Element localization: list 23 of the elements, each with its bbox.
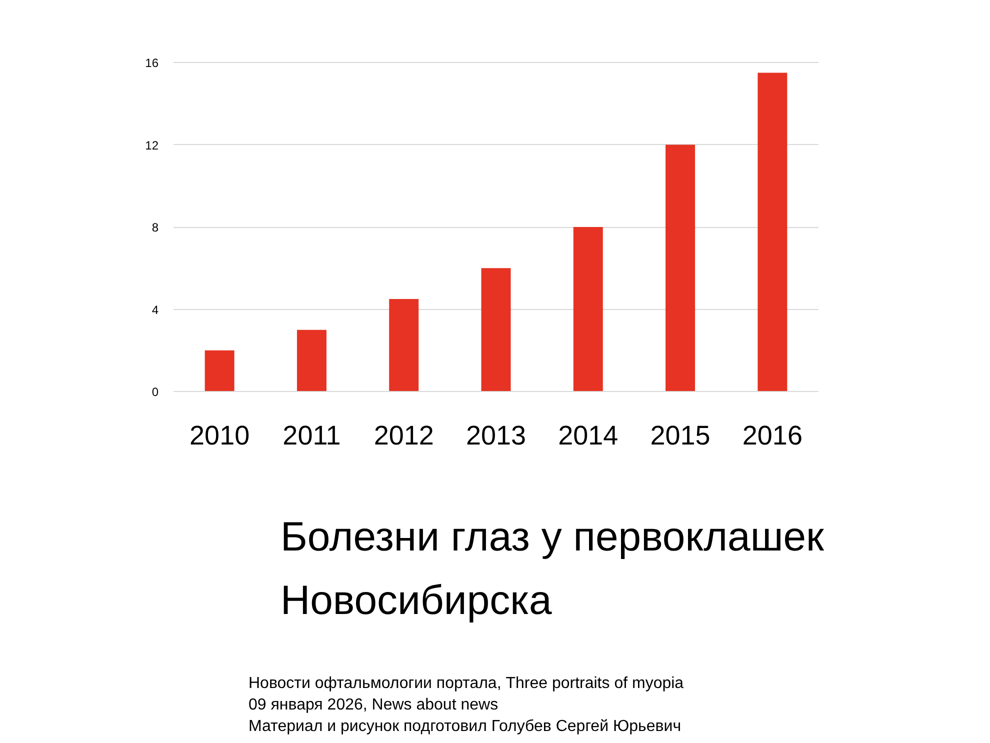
x-tick-label: 2015 xyxy=(650,420,710,450)
bar xyxy=(573,227,603,392)
x-tick-label: 2012 xyxy=(374,420,434,450)
x-tick-label: 2013 xyxy=(466,420,526,450)
y-tick-label: 0 xyxy=(152,385,159,399)
y-tick-label: 8 xyxy=(152,220,159,234)
bar xyxy=(296,330,326,392)
y-tick-label: 4 xyxy=(152,302,159,317)
text: 09 января 2026, News about news xyxy=(248,696,498,714)
bar xyxy=(666,144,696,392)
bar xyxy=(389,298,419,392)
y-tick-label: 16 xyxy=(145,56,159,70)
text: Болезни глаз у первоклашек Новосибирска xyxy=(280,514,826,623)
x-tick-label: 2011 xyxy=(282,420,341,450)
bar xyxy=(204,350,234,392)
bar xyxy=(481,268,511,392)
text: Новости офтальмологии портала, Three portraits of myopia xyxy=(248,675,684,692)
x-tick-label: 2014 xyxy=(558,420,618,450)
x-tick-label: 2016 xyxy=(742,420,802,450)
text: Материал и рисунок подготовил Голубев Сергей Юрьевич xyxy=(248,718,682,735)
x-tick-label: 2010 xyxy=(190,420,250,450)
y-tick-label: 12 xyxy=(145,138,159,152)
bar xyxy=(758,72,788,392)
